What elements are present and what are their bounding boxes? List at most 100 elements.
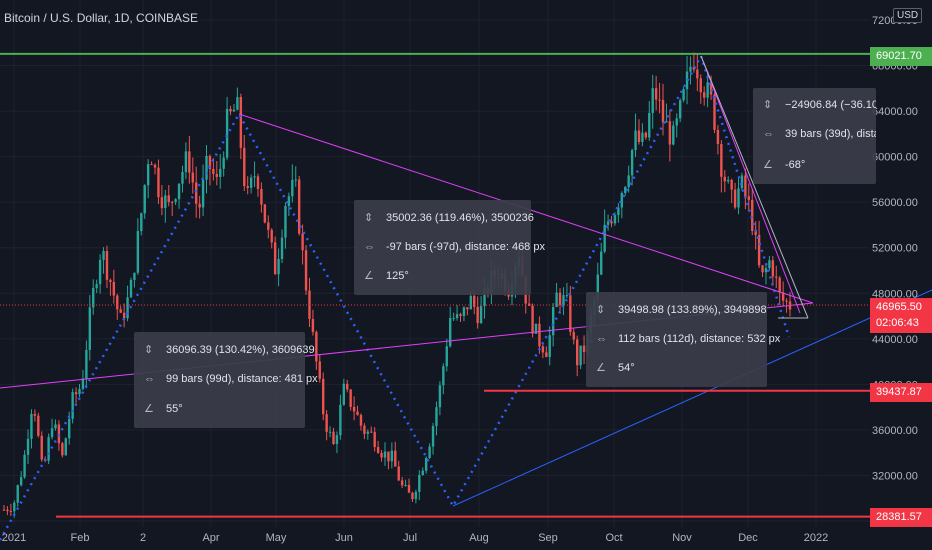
measure-box-3[interactable]: ⇕ 39498.98 (133.89%), 3949898 ⇔ 112 bars (… [586, 292, 780, 387]
candle-body [188, 151, 191, 173]
candle-body [81, 378, 85, 389]
x-tick-label: Aug [469, 532, 489, 544]
candle-body [548, 335, 551, 357]
candle-body [318, 361, 321, 379]
measure-price: 39498.98 (133.89%), 3949898 [618, 304, 767, 316]
fan-line-1 [700, 55, 809, 319]
candle-body [225, 108, 229, 158]
bars-range-icon: ⇔ [364, 241, 375, 253]
candle-body [328, 431, 332, 433]
candle-body [2, 509, 6, 511]
candle-body [112, 282, 116, 296]
candle-body [404, 484, 407, 486]
candle-body [675, 118, 678, 126]
candle-body [383, 451, 387, 458]
candle-body [239, 97, 243, 148]
time-axis[interactable]: 2021 Feb 2 Apr May Jun Jul Aug Sep Oct Nov Dec 2022 [2, 532, 828, 544]
candle-body [771, 260, 775, 277]
x-tick-label: 2 [140, 532, 146, 544]
bars-range-icon: ⇔ [596, 333, 607, 345]
candle-body [198, 203, 201, 208]
candle-body [222, 157, 225, 169]
candle-body [26, 438, 30, 455]
candle-body [620, 193, 624, 208]
candle-body [737, 188, 740, 208]
candle-body [332, 431, 335, 445]
candle-body [555, 292, 558, 307]
candle-body [116, 295, 119, 310]
candle-body [356, 411, 359, 416]
candle-body [98, 259, 102, 285]
price-range-icon: ⇕ [364, 212, 374, 224]
candle-body [682, 89, 685, 101]
candle-body [462, 307, 466, 317]
x-tick-label: Dec [738, 532, 758, 544]
candle-body [582, 345, 586, 352]
candle-body [201, 179, 205, 208]
candle-body [57, 424, 61, 444]
candle-body [92, 288, 95, 308]
candle-body [702, 92, 706, 98]
candle-body [431, 426, 435, 447]
price-axis[interactable]: 72000.0068000.0064000.0060000.0056000.00… [872, 15, 918, 528]
measure-angle: 54° [618, 362, 635, 374]
candle-body [102, 250, 105, 260]
candle-body [692, 66, 696, 70]
candle-body [160, 197, 164, 209]
candle-body [78, 388, 81, 395]
candle-body [531, 305, 534, 334]
measure-price: 35002.36 (119.46%), 3500236 [386, 212, 534, 224]
bars-range-icon: ⇔ [144, 373, 155, 385]
candle-body [627, 175, 630, 188]
price-range-icon: ⇕ [596, 304, 606, 316]
candle-body [565, 295, 569, 297]
candle-body [452, 318, 455, 320]
y-tick-label: 60000.00 [872, 152, 918, 164]
price-label-high: 69021.70 [870, 47, 932, 66]
candle-body [421, 470, 424, 476]
candle-body [723, 176, 726, 182]
candle-body [191, 172, 194, 183]
candle-body [136, 231, 140, 273]
candle-body [538, 323, 541, 347]
measure-box-4[interactable]: ⇕ −24906.84 (−36.10%), ⇔ 39 bars (39d), di… [753, 88, 876, 184]
candle-body [352, 406, 356, 412]
candle-body [473, 295, 476, 307]
candle-body [483, 288, 486, 307]
candle-body [466, 307, 469, 310]
candle-body [215, 173, 219, 177]
candle-body [280, 237, 284, 260]
measure-box-1[interactable]: ⇕ 36096.39 (130.42%), 3609639 ⇔ 99 bars (9… [134, 332, 318, 428]
candle-body [236, 97, 239, 110]
candle-body [170, 202, 174, 204]
x-tick-label: Jun [335, 532, 353, 544]
candle-body [678, 100, 682, 119]
candle-body [390, 450, 394, 462]
candle-body [40, 435, 43, 460]
candle-body [219, 168, 222, 177]
candle-body [85, 349, 88, 379]
candle-body [596, 274, 599, 301]
candle-body [658, 99, 661, 101]
candle-body [534, 323, 538, 334]
candle-body [13, 502, 16, 512]
candle-body [689, 66, 692, 72]
candle-body [438, 385, 442, 408]
candle-body [435, 407, 438, 427]
candle-body [181, 172, 184, 184]
candle-body [177, 183, 181, 200]
candle-body [157, 167, 160, 198]
candle-body [407, 484, 411, 493]
candle-body [339, 404, 342, 436]
price-label-current: 46965.50 [870, 298, 932, 317]
candle-body [322, 378, 325, 415]
candle-body [212, 169, 215, 174]
measure-box-2[interactable]: ⇕ 35002.36 (119.46%), 3500236 ⇔ -97 bars (… [354, 200, 545, 295]
dotted-trend-path [0, 52, 791, 541]
candle-body [648, 112, 651, 138]
candle-body [575, 339, 579, 366]
candle-body [394, 450, 397, 467]
currency-button[interactable]: USD [893, 8, 923, 23]
y-tick-label: 44000.00 [872, 334, 918, 346]
